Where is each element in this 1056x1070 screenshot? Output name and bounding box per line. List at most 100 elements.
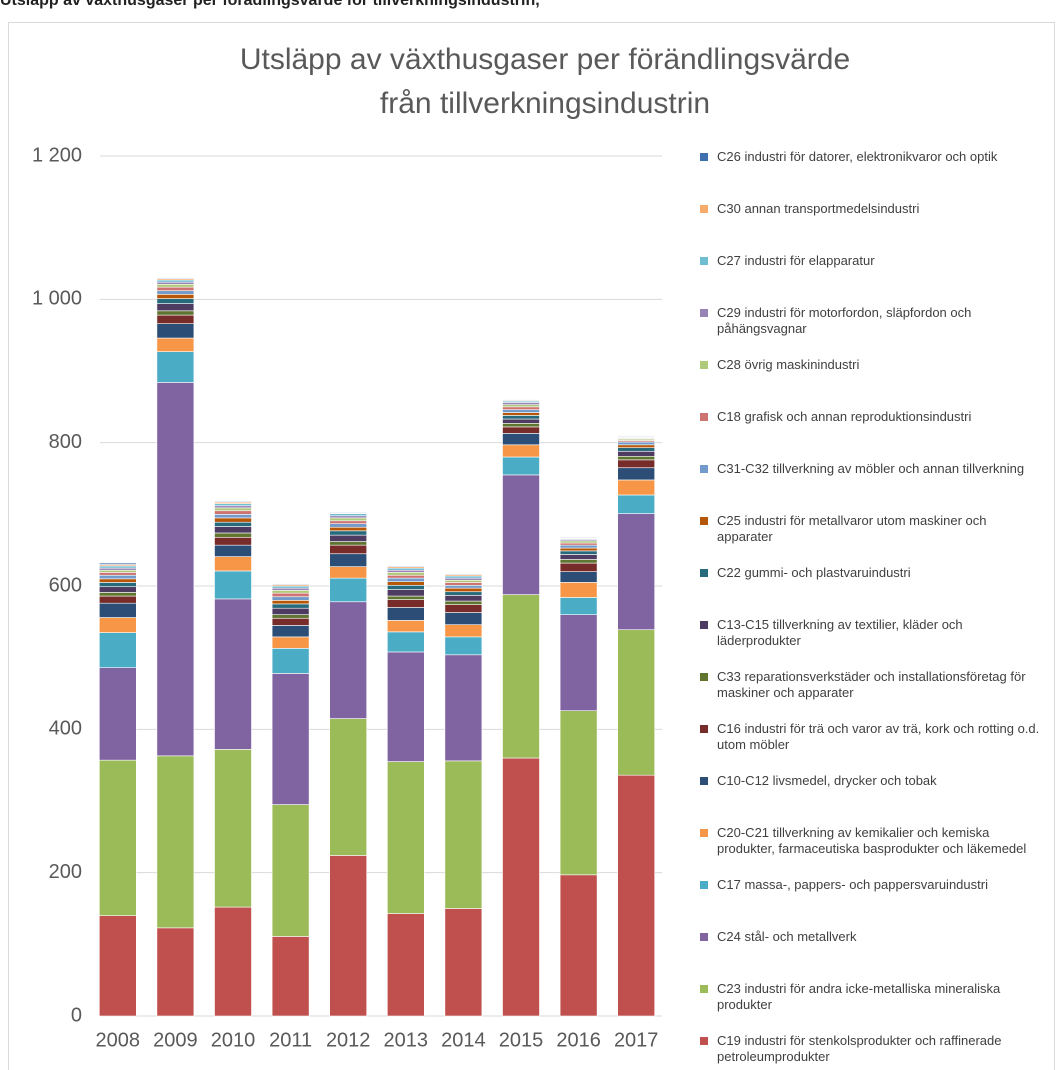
bar-segment [156,298,195,304]
legend-label: C23 industri för andra icke-metalliska m… [717,981,1001,1012]
legend-label: C25 industri för metallvaror utom maskin… [717,513,987,544]
bar-segment [386,574,425,579]
bar-segment [329,544,368,555]
bar-segment [617,455,656,461]
bar-segment [386,631,425,653]
legend-swatch [700,985,708,993]
legend-swatch [700,205,708,213]
legend-item: C30 annan transportmedelsindustri [700,201,1040,217]
bar-segment [156,286,195,292]
legend-swatch [700,309,708,317]
bar-segment [502,399,540,401]
legend-swatch [700,1037,708,1045]
bar-segment [99,602,137,618]
bar-segment [502,426,540,434]
y-tick-label: 400 [49,718,82,740]
legend-label: C19 industri för stenkolsprodukter och r… [717,1033,1002,1064]
bar-segment [386,607,425,621]
bar-segment [444,595,483,602]
chart-border [8,22,1055,1070]
bar-segment [329,523,368,528]
bar-segment [271,589,310,594]
bar-segment [99,592,137,597]
bar-segment [271,587,310,591]
legend-item: C16 industri för trä och varor av trä, k… [700,721,1040,753]
bar-segment [156,290,195,295]
x-tick-label: 2010 [211,1029,256,1051]
bar-segment [386,567,425,571]
bar-segment [214,556,252,572]
bar-segment [444,612,483,625]
bar-segment [329,520,368,524]
legend-item: C23 industri för andra icke-metalliska m… [700,981,1040,1013]
bar-segment [444,908,483,1017]
legend-label: C33 reparationsverkstäder och installati… [717,669,1026,700]
figure-caption: Utsläpp av växthusgaser per förädlingsvä… [0,0,540,9]
bar-segment [214,906,252,1017]
bar-segment [329,526,368,532]
legend-item: C24 stål- och metallverk [700,929,1040,945]
bar-segment [271,648,310,674]
bar-segment [502,404,540,408]
bar-segment [99,586,137,593]
x-tick-label: 2015 [499,1029,544,1051]
bar-segment [329,515,368,519]
bar-segment [99,562,137,565]
legend-item: C17 massa-, pappers- och pappersvaruindu… [700,877,1040,893]
bar-segment [329,517,368,522]
bar-segment [559,559,598,564]
bar-segment [99,759,137,916]
bar-segment [559,554,598,560]
x-tick-label: 2008 [96,1029,141,1051]
bar-segment [329,553,368,567]
bar-segment [386,581,425,586]
bar-segment [156,337,195,352]
bar-segment [386,569,425,573]
bar-segment [156,281,195,285]
bar-segment [214,570,252,600]
bar-segment [444,654,483,762]
bar-segment [329,566,368,579]
legend-item: C10-C12 livsmedel, drycker och tobak [700,773,1040,789]
y-tick-label: 1 000 [32,288,82,310]
x-tick-label: 2012 [326,1029,371,1051]
bar-segment [99,567,137,571]
bar-segment [559,571,598,583]
bar-segment [502,409,540,413]
bar-segment [329,511,368,514]
bar-segment [502,423,540,428]
bar-segment [271,600,310,605]
bar-segment [559,536,598,539]
legend-item: C18 grafisk och annan reproduktionsindus… [700,409,1040,425]
bar-segment [271,614,310,619]
bar-segment [156,382,195,757]
legend-swatch [700,153,708,161]
bar-segment [271,636,310,649]
bar-segment [214,521,252,527]
bar-segment [617,441,656,446]
x-tick-label: 2013 [384,1029,429,1051]
bar-segment [444,636,483,656]
legend-swatch [700,569,708,577]
bar-segment [329,577,368,603]
legend-item: C20-C21 tillverkning av kemikalier och k… [700,825,1040,857]
bar-segment [386,577,425,582]
bar-segment [329,534,368,542]
bar-segment [386,595,425,600]
bar-segment [617,629,656,776]
bar-segment [444,624,483,638]
bar-segment [617,479,656,496]
legend-swatch [700,725,708,733]
x-tick-label: 2014 [441,1029,486,1051]
bar-segment [329,530,368,536]
bar-segment [214,544,252,557]
bar-segment [156,314,195,325]
bar-segment [214,505,252,509]
legend-label: C24 stål- och metallverk [717,929,857,944]
legend-item: C25 industri för metallvaror utom maskin… [700,513,1040,545]
bar-segment [271,936,310,1017]
chart-title: Utsläpp av växthusgaser per förändlingsv… [239,43,851,120]
bar-segment [617,467,656,481]
